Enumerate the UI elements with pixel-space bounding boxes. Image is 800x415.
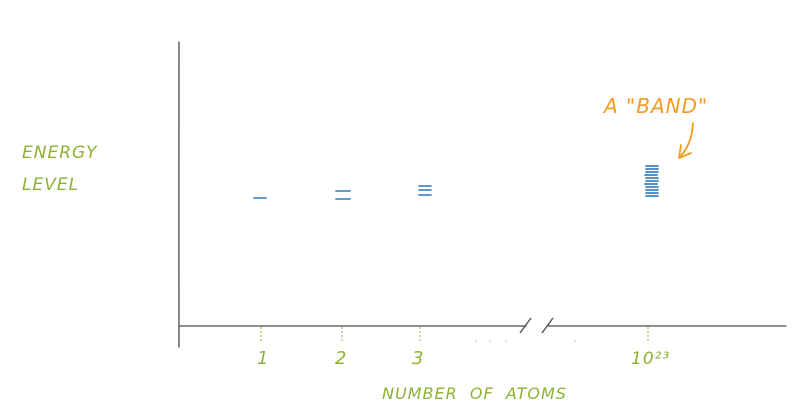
x-tick-label-2: 2 (335, 348, 347, 369)
axis-break-mark (519, 317, 554, 334)
x-tick-label-4: 10²³ (631, 349, 670, 369)
energy-levels-2atoms (335, 190, 351, 200)
x-tick-label-3: 3 (412, 348, 424, 369)
x-tick-label-1: 1 (257, 348, 269, 369)
band-annotation: A "BAND" (602, 94, 708, 118)
y-axis-label-line-1: ENERGY (22, 143, 98, 163)
y-axis-label-line-2: LEVEL (22, 175, 79, 195)
x-axis-label: NUMBER OF ATOMS (382, 384, 567, 403)
energy-band (644, 165, 659, 197)
band-arrow (678, 122, 694, 159)
x-axis-faint-dots (475, 340, 576, 342)
energy-levels-3atoms (418, 185, 432, 196)
